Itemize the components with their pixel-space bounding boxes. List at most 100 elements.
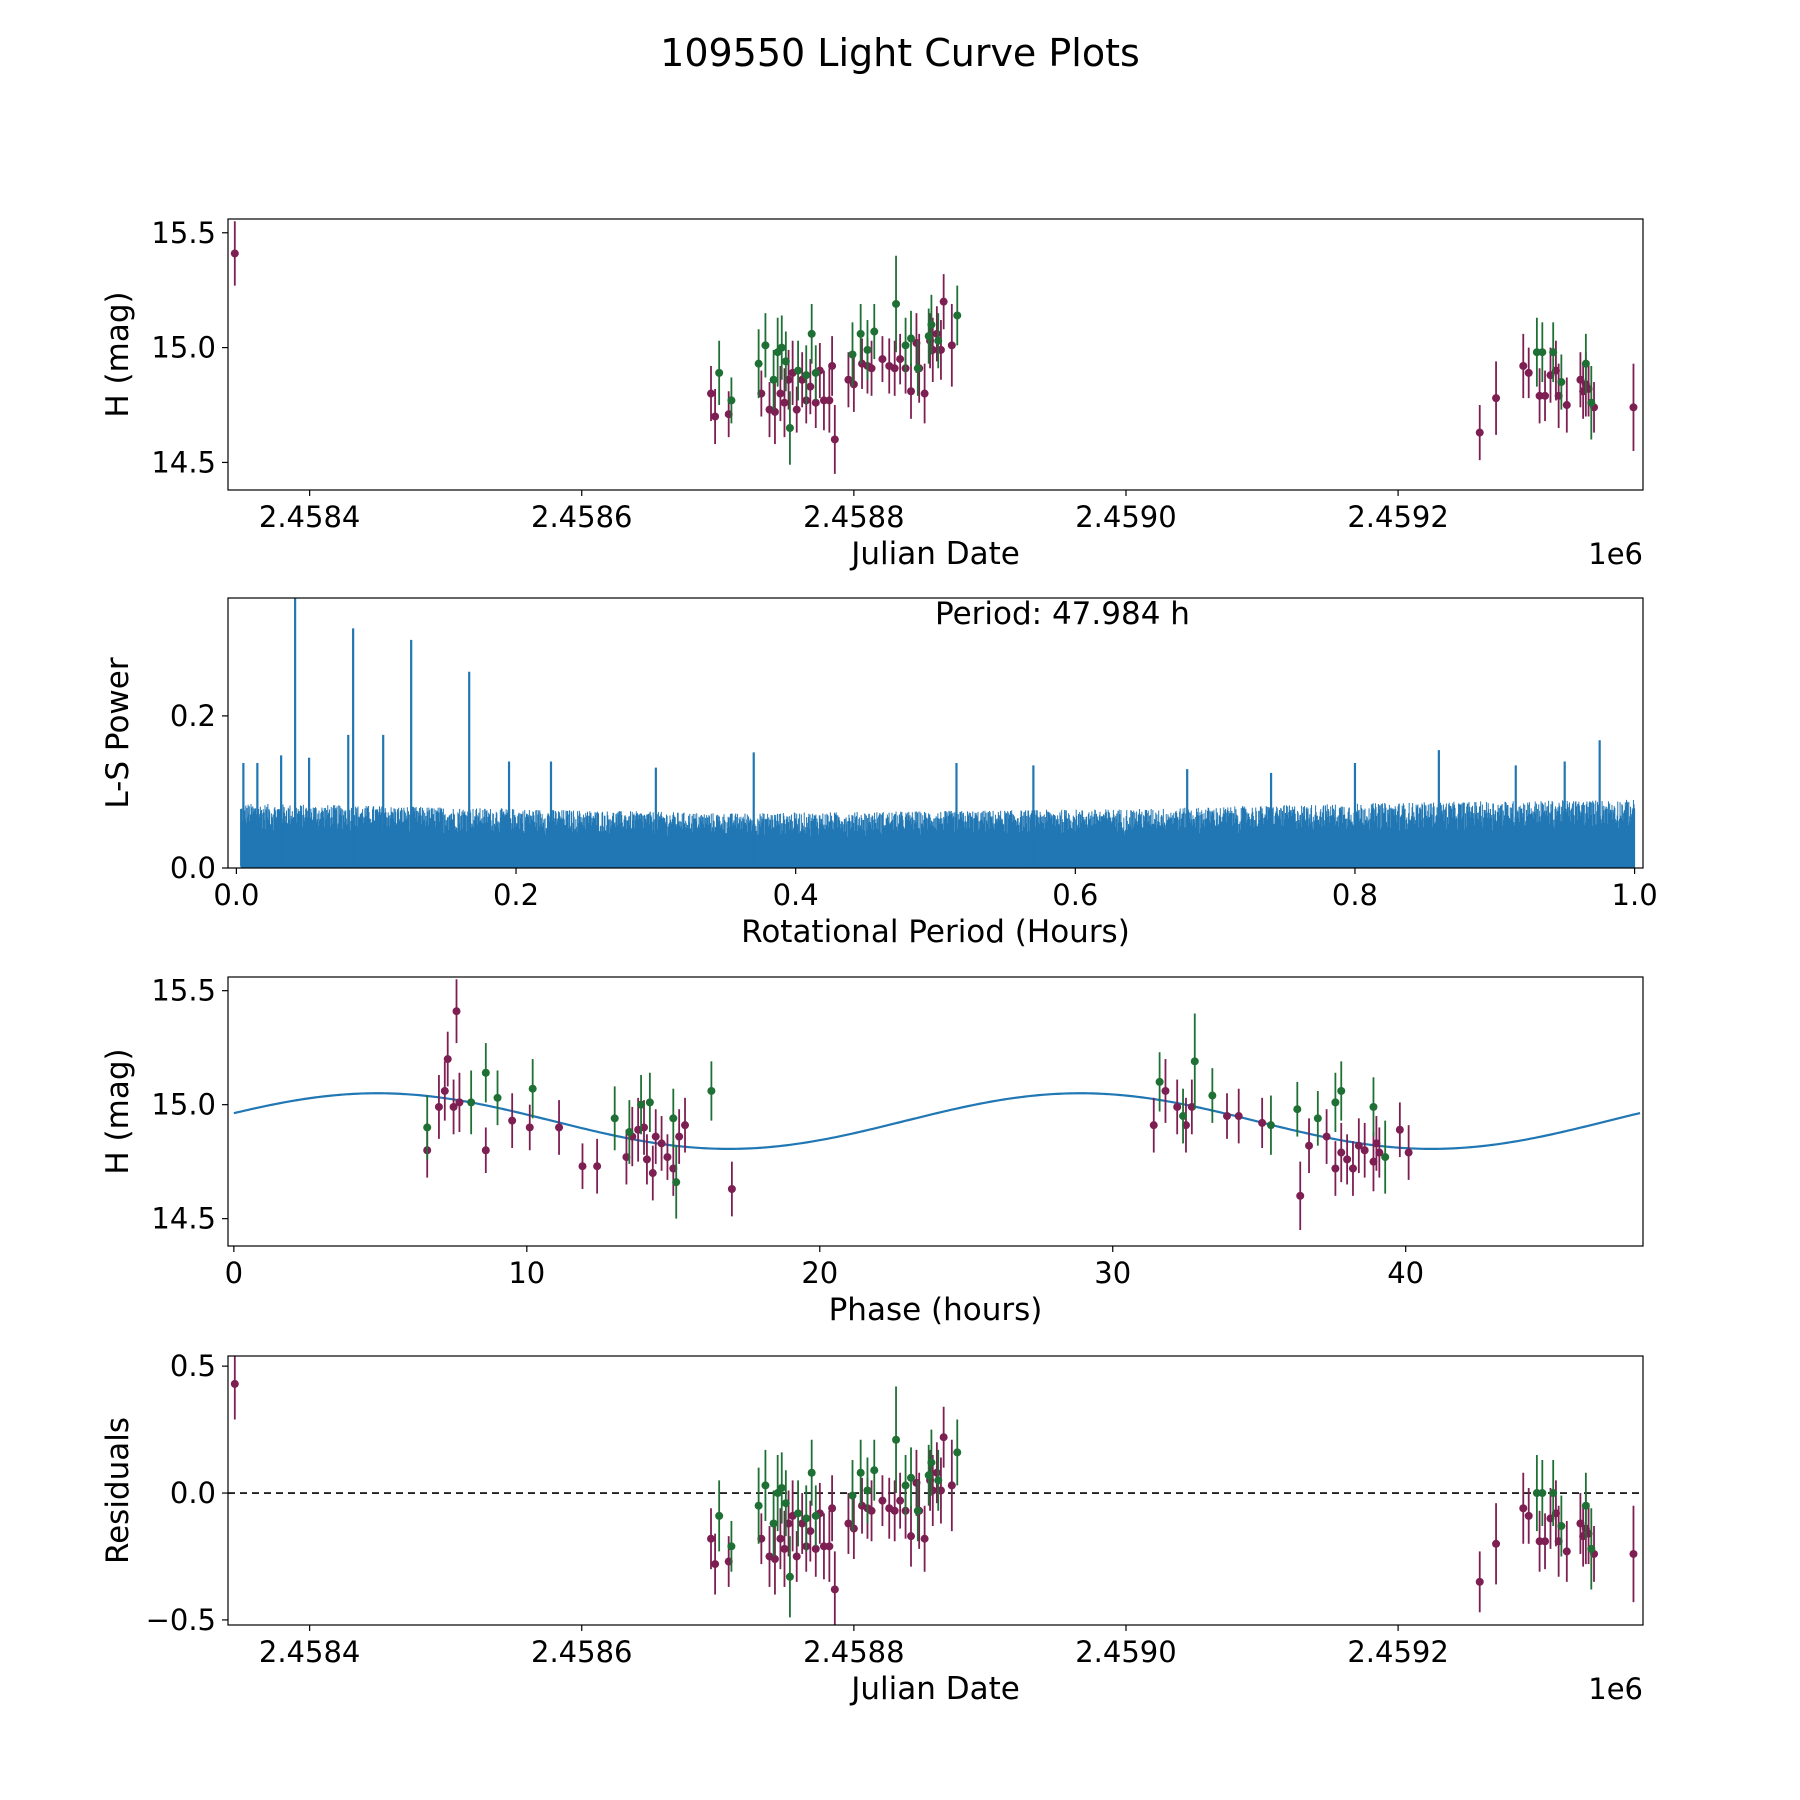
lightcurve-point-green — [856, 329, 865, 338]
lightcurve-point-green — [811, 368, 820, 377]
phase-point-magenta — [622, 1153, 631, 1162]
lightcurve-point-green — [1557, 378, 1566, 387]
lightcurve-point-magenta — [932, 329, 941, 338]
panel-periodogram: Period: 47.984 h 0.0 0.2 0.4 0.6 0.8 1.0 0.0 0.2… — [100, 596, 1658, 950]
lightcurve-point-magenta — [711, 412, 720, 421]
phase-ylabel: H (mag) — [100, 1048, 136, 1174]
phase-point-magenta — [443, 1055, 452, 1064]
phase-point-green — [1190, 1057, 1199, 1066]
phase-point-green — [1337, 1086, 1346, 1095]
residuals-point-magenta — [928, 1486, 937, 1495]
phase-plot-area — [233, 979, 1641, 1231]
phase-point-magenta — [651, 1132, 660, 1141]
lightcurve-point-green — [953, 311, 962, 320]
lightcurve-point-green — [1581, 359, 1590, 368]
lightcurve-offset-label: 1e6 — [1588, 537, 1643, 571]
lightcurve-point-magenta — [849, 380, 858, 389]
residuals-point-magenta — [1541, 1537, 1550, 1546]
lightcurve-point-green — [807, 329, 816, 338]
phase-point-green — [1266, 1121, 1275, 1130]
residuals-point-magenta — [1475, 1577, 1484, 1586]
residuals-point-magenta — [932, 1468, 941, 1477]
phase-point-green — [1369, 1102, 1378, 1111]
lightcurve-point-green — [1549, 348, 1558, 357]
lightcurve-point-green — [901, 341, 910, 350]
phase-point-green — [669, 1114, 678, 1123]
periodogram-xtick-label: 0.8 — [1332, 878, 1378, 912]
lightcurve-point-magenta — [920, 389, 929, 398]
lightcurve-ytick-label: 15.5 — [151, 216, 216, 250]
periodogram-ytick-label: 0.2 — [170, 699, 216, 733]
phase-point-magenta — [481, 1146, 490, 1155]
phase-point-magenta — [1348, 1164, 1357, 1173]
period-annotation: Period: 47.984 h — [935, 596, 1190, 632]
residuals-point-magenta — [907, 1532, 916, 1541]
periodogram-ytick-label: 0.0 — [170, 851, 216, 885]
phase-xlabel: Phase (hours) — [829, 1292, 1043, 1328]
residuals-point-green — [807, 1468, 816, 1477]
residuals-point-green — [907, 1473, 916, 1482]
residuals-ytick-label: −0.5 — [146, 1603, 216, 1637]
residuals-xlabel: Julian Date — [849, 1671, 1020, 1707]
lightcurve-point-magenta — [896, 355, 905, 364]
residuals-point-magenta — [830, 1585, 839, 1594]
phase-point-magenta — [1395, 1125, 1404, 1134]
residuals-point-green — [781, 1499, 790, 1508]
lightcurve-ytick-label: 15.0 — [151, 331, 216, 365]
lightcurve-frame — [227, 218, 1644, 491]
phase-point-magenta — [1360, 1146, 1369, 1155]
phase-point-magenta — [452, 1007, 461, 1016]
panel-phase: 0 10 20 30 40 14.5 15.0 15.5 Phase (hours) H (mag… — [100, 974, 1644, 1328]
residuals-point-green — [794, 1509, 803, 1518]
phase-point-green — [1313, 1114, 1322, 1123]
periodogram-xtick-label: 0.4 — [773, 878, 819, 912]
lightcurve-point-magenta — [792, 405, 801, 414]
phase-point-green — [707, 1086, 716, 1095]
lightcurve-point-magenta — [947, 341, 956, 350]
phase-point-magenta — [1187, 1102, 1196, 1111]
phase-point-magenta — [525, 1123, 534, 1132]
residuals-point-magenta — [920, 1534, 929, 1543]
lightcurve-point-magenta — [811, 398, 820, 407]
phase-point-magenta — [1369, 1157, 1378, 1166]
residuals-point-magenta — [890, 1506, 899, 1515]
phase-point-magenta — [1173, 1102, 1182, 1111]
lightcurve-point-green — [802, 371, 811, 380]
phase-point-magenta — [675, 1132, 684, 1141]
phase-point-green — [493, 1093, 502, 1102]
periodogram-ylabel: L-S Power — [100, 657, 136, 808]
lightcurve-point-magenta — [707, 389, 716, 398]
lightcurve-point-green — [754, 359, 763, 368]
residuals-point-magenta — [770, 1555, 779, 1564]
periodogram-xlabel: Rotational Period (Hours) — [741, 914, 1130, 950]
lightcurve-point-magenta — [1519, 361, 1528, 370]
residuals-point-green — [934, 1476, 943, 1485]
lightcurve-plot-area — [230, 221, 1638, 474]
lightcurve-point-magenta — [907, 387, 916, 396]
phase-point-magenta — [1305, 1141, 1314, 1150]
lightcurve-point-green — [781, 357, 790, 366]
residuals-frame — [227, 1355, 1644, 1626]
residuals-point-magenta — [806, 1527, 815, 1536]
phase-xtick-label: 20 — [801, 1256, 838, 1290]
lightcurve-point-green — [892, 299, 901, 308]
lightcurve-xtick-label: 2.4592 — [1347, 500, 1448, 534]
phase-ytick-label: 15.5 — [151, 974, 216, 1008]
lightcurve-point-magenta — [867, 364, 876, 373]
residuals-point-magenta — [811, 1544, 820, 1553]
residuals-point-magenta — [828, 1504, 837, 1513]
lightcurve-point-magenta — [928, 345, 937, 354]
residuals-xtick-label: 2.4584 — [259, 1635, 360, 1669]
lightcurve-point-green — [1587, 398, 1596, 407]
residuals-point-green — [913, 1506, 922, 1515]
residuals-point-green — [856, 1468, 865, 1477]
phase-point-magenta — [1404, 1148, 1413, 1157]
lightcurve-point-magenta — [939, 297, 948, 306]
residuals-point-green — [870, 1466, 879, 1475]
phase-point-green — [625, 1128, 634, 1137]
phase-point-magenta — [1372, 1139, 1381, 1148]
residuals-point-magenta — [878, 1496, 887, 1505]
residuals-ylabel: Residuals — [100, 1417, 136, 1564]
residuals-point-magenta — [939, 1433, 948, 1442]
residuals-point-magenta — [711, 1560, 720, 1569]
